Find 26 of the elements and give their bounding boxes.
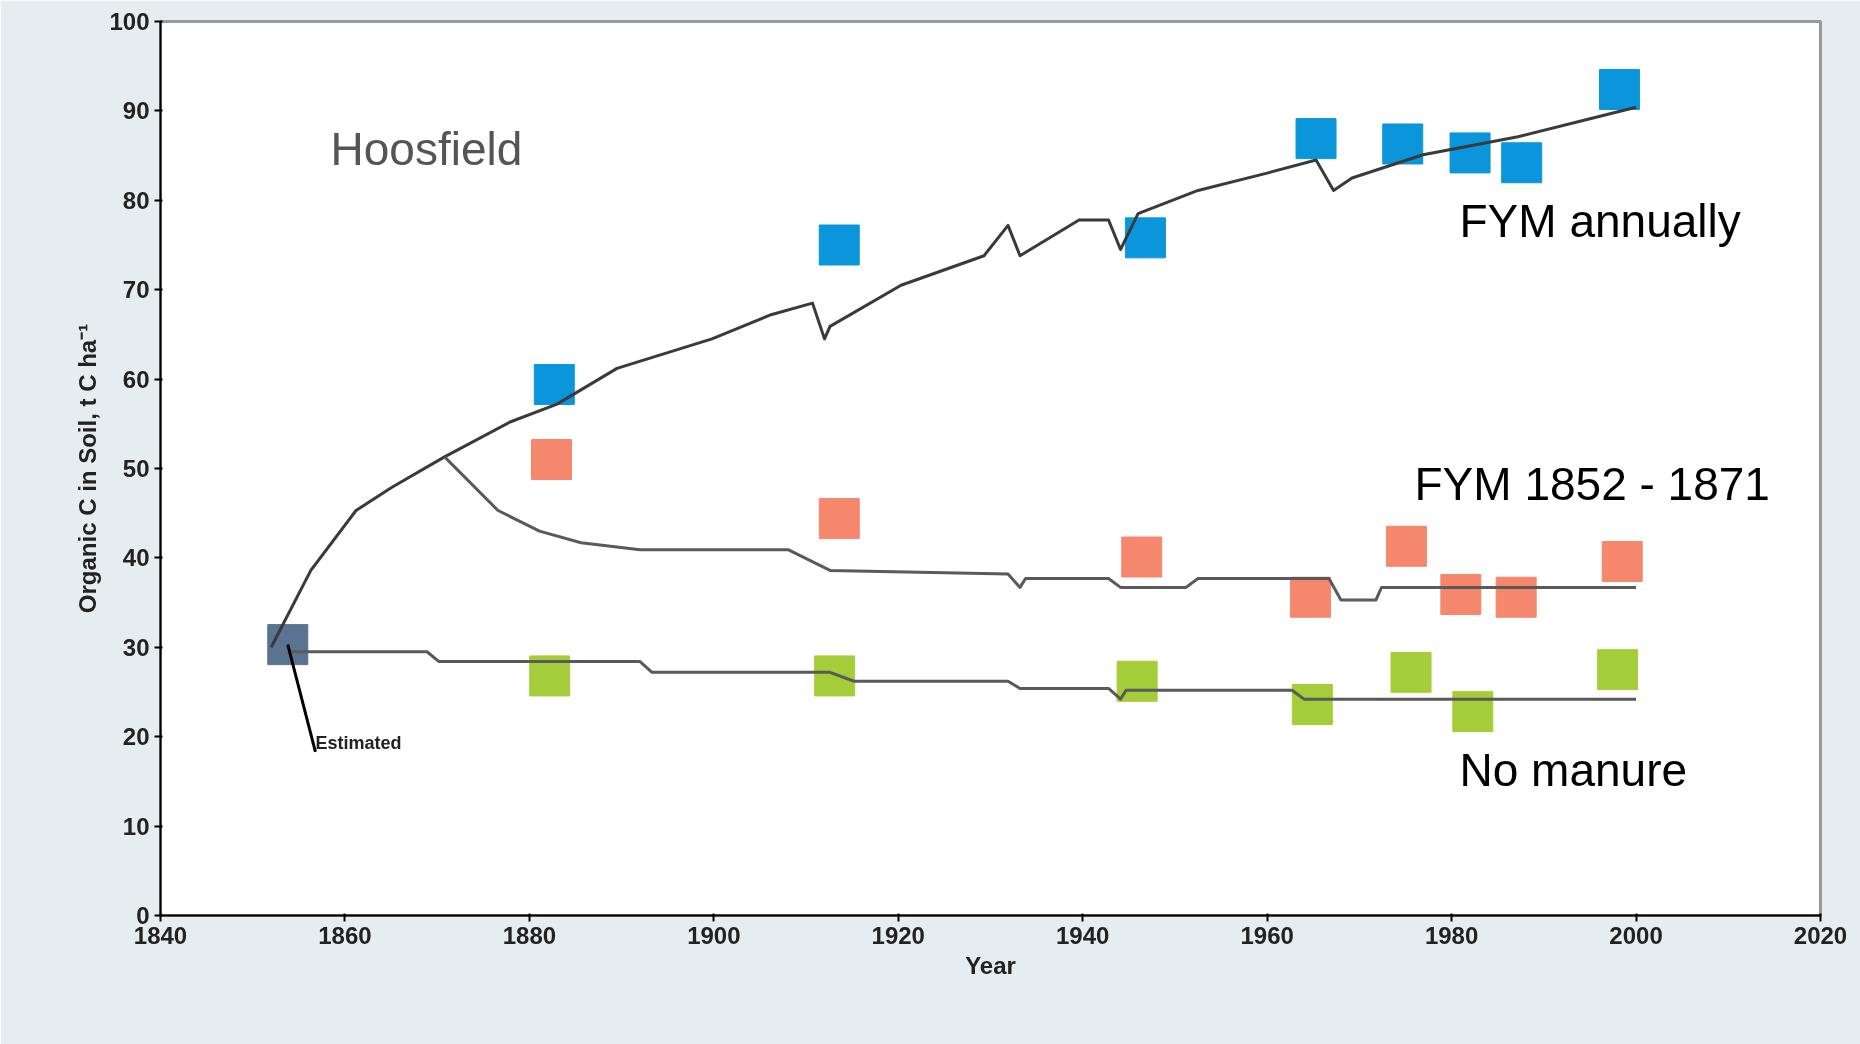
y-tick-label: 60 [122, 365, 150, 393]
annotation: FYM 1852 - 1871 [1414, 457, 1770, 510]
x-tick-label: 1920 [871, 921, 925, 949]
annotation: Estimated [315, 732, 402, 753]
x-axis-title: Year [965, 951, 1016, 979]
y-tick-label: 100 [109, 8, 150, 35]
x-tick-label: 1880 [502, 921, 557, 949]
x-tick-label: 1940 [1056, 921, 1110, 949]
x-tick-label: 1960 [1240, 921, 1294, 949]
x-tick-label: 1860 [318, 921, 372, 949]
annotation: No manure [1459, 743, 1688, 796]
y-tick-label: 80 [122, 186, 150, 214]
y-tick-label: 20 [122, 723, 150, 751]
y-tick-label: 90 [122, 97, 150, 125]
x-tick-label: 1980 [1424, 921, 1479, 949]
x-tick-label: 1900 [687, 921, 741, 949]
x-tick-label: 2020 [1793, 921, 1848, 949]
y-tick-label: 40 [122, 544, 150, 572]
y-tick-label: 30 [122, 633, 150, 661]
x-tick-label: 2000 [1609, 921, 1663, 949]
y-tick-label: 50 [122, 455, 150, 482]
annotation: FYM annually [1459, 194, 1741, 247]
annotation: Hoosfield [330, 122, 523, 175]
y-axis-title: Organic C in Soil, t C ha⁻¹ [74, 323, 102, 614]
y-tick-label: 10 [122, 812, 150, 840]
y-tick-label: 70 [122, 276, 150, 304]
